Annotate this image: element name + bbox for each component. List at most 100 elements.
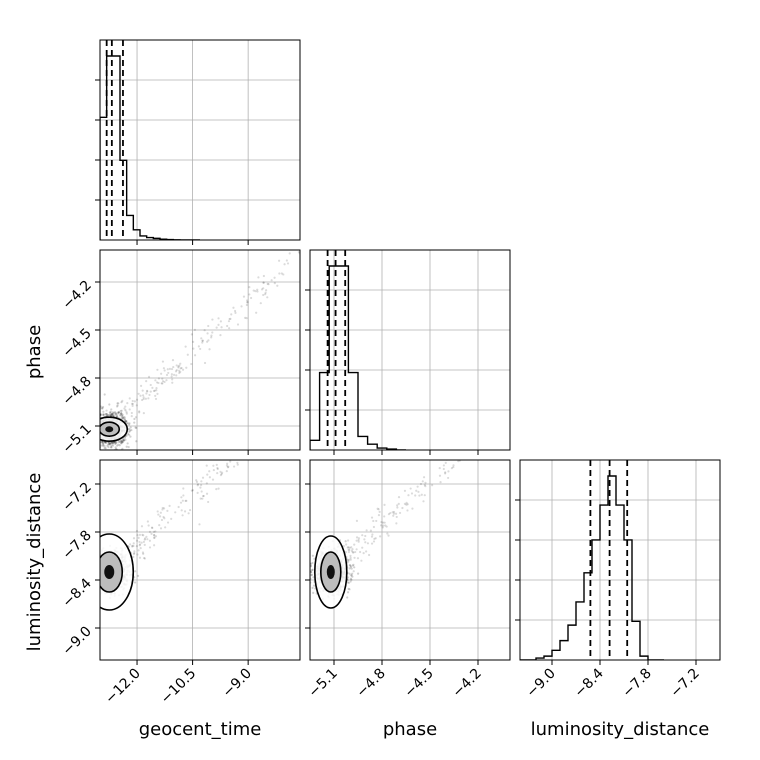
scatter-point (381, 521, 385, 524)
scatter-point (120, 412, 123, 415)
scatter-point (177, 366, 180, 369)
scatter-point (156, 392, 159, 396)
panel-frame (99, 459, 301, 661)
scatter-point (205, 482, 208, 485)
scatter-point (93, 555, 95, 557)
scatter-point (95, 427, 97, 429)
scatter-point (163, 517, 166, 520)
scatter-point (501, 405, 503, 407)
scatter-point (97, 574, 99, 576)
x-axis-label-geocent-time: geocent_time (139, 719, 262, 740)
scatter-point (90, 577, 92, 579)
scatter-point (154, 535, 158, 538)
scatter-point (96, 422, 98, 424)
scatter-point (353, 566, 356, 569)
scatter-point (447, 476, 450, 480)
scatter-point (197, 345, 200, 348)
scatter-point (96, 431, 98, 433)
scatter-point (135, 398, 139, 401)
scatter-point (81, 569, 83, 571)
scatter-point (346, 539, 350, 542)
scatter-point (151, 526, 154, 530)
scatter-point (124, 438, 127, 441)
scatter-point (276, 430, 278, 432)
scatter-point (350, 546, 353, 549)
scatter-point (366, 542, 370, 545)
scatter-point (379, 535, 382, 538)
scatter-point (105, 409, 108, 412)
scatter-point (353, 543, 356, 546)
scatter-point (126, 432, 130, 436)
scatter-point (95, 564, 97, 566)
scatter-point (129, 435, 132, 438)
scatter-point (153, 536, 156, 540)
scatter-point (132, 542, 135, 545)
scatter-point (195, 480, 199, 484)
scatter-point (93, 426, 95, 428)
scatter-point (161, 380, 165, 383)
scatter-point (181, 514, 184, 517)
scatter-point (199, 497, 202, 500)
scatter-point (406, 509, 409, 512)
scatter-point (374, 537, 377, 540)
scatter-point (92, 563, 94, 565)
scatter-point (100, 407, 103, 410)
scatter-point (137, 549, 140, 552)
scatter-point (200, 480, 203, 483)
histogram-geocent_time (100, 55, 200, 240)
scatter-point (95, 430, 97, 432)
scatter-point (97, 421, 99, 423)
scatter-point (95, 422, 97, 424)
scatter-point (140, 541, 143, 544)
scatter-point (88, 576, 90, 578)
scatter-point (357, 537, 361, 540)
scatter-point (414, 494, 417, 497)
scatter-point (276, 396, 278, 398)
scatter-point (89, 571, 91, 573)
scatter-point (110, 412, 113, 416)
scatter-point (96, 438, 98, 440)
scatter-point (166, 368, 169, 371)
scatter-point (97, 587, 99, 589)
scatter-point (121, 416, 125, 419)
scatter-point (97, 547, 99, 549)
scatter-point (438, 467, 441, 470)
scatter-point (86, 421, 88, 423)
scatter-point (245, 303, 248, 307)
scatter-point (120, 440, 123, 443)
scatter-point (168, 367, 172, 370)
scatter-point (254, 452, 256, 454)
y-tick-label: −5.1 (59, 422, 94, 457)
scatter-point (97, 577, 99, 579)
scatter-point (265, 289, 268, 292)
scatter-point (356, 572, 360, 575)
scatter-point (97, 576, 99, 578)
scatter-point (228, 327, 231, 330)
scatter-point (180, 509, 183, 512)
scatter-point (177, 365, 180, 368)
scatter-point (97, 556, 99, 558)
grid (100, 250, 300, 450)
panel-phase-luminosity_distance: −5.1 −4.8 −4.5 −4.2 (305, 405, 511, 701)
scatter-point (95, 441, 97, 443)
scatter-point (311, 568, 314, 571)
contour-inner (105, 426, 114, 433)
scatter-point (190, 362, 193, 366)
scatter-point (121, 413, 124, 416)
scatter-point (91, 569, 93, 571)
scatter-point (219, 470, 222, 473)
scatter-point (117, 443, 120, 446)
x-tick-label: −7.2 (667, 666, 702, 701)
scatter-point (255, 311, 258, 314)
scatter-point (142, 556, 146, 560)
scatter-point (91, 576, 93, 578)
scatter-point (143, 557, 146, 560)
y-tick-label: −4.8 (59, 374, 94, 409)
scatter-point (380, 520, 383, 524)
scatter-point (372, 525, 376, 529)
scatter-point (294, 407, 296, 409)
scatter-point (122, 439, 125, 442)
scatter-point (125, 411, 128, 414)
scatter-point (96, 433, 98, 435)
scatter-point (348, 564, 351, 567)
